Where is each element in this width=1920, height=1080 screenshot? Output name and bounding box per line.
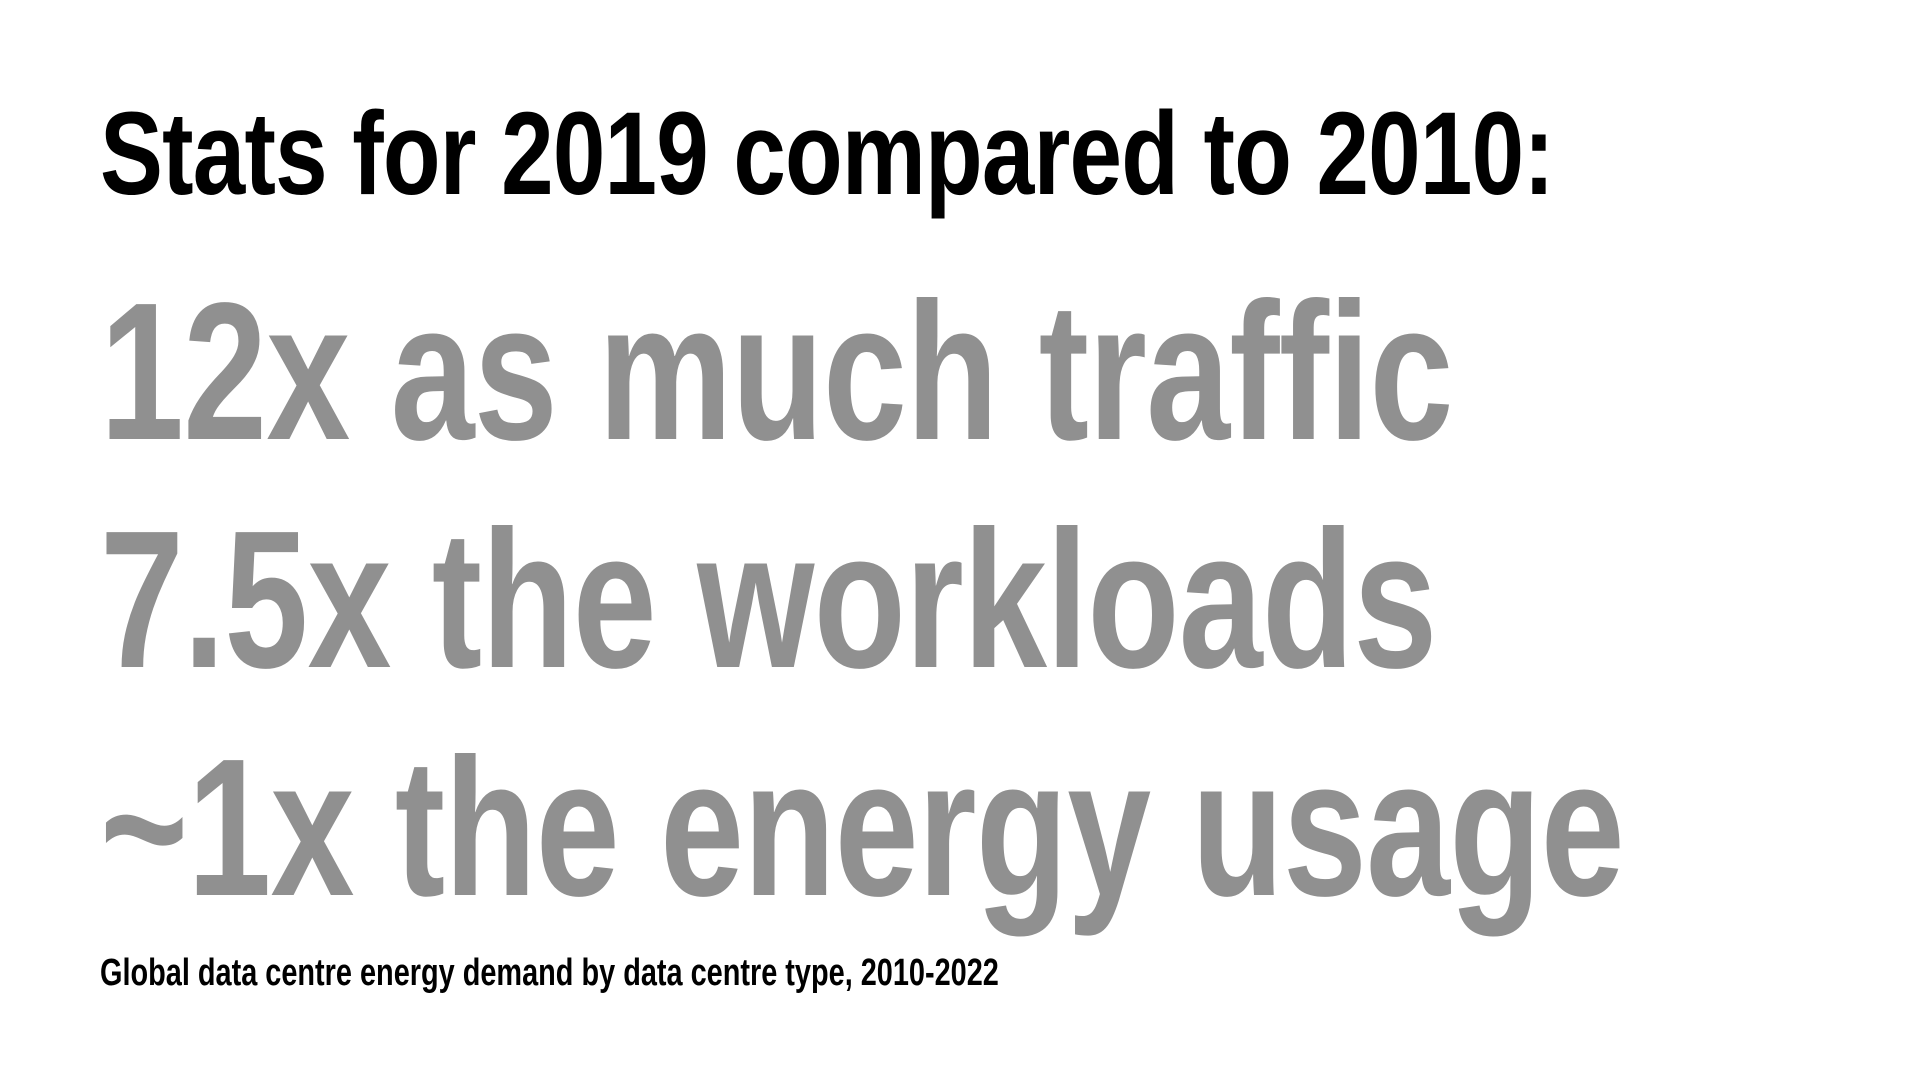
slide-heading: Stats for 2019 compared to 2010: [100,88,1555,220]
source-caption: Global data centre energy demand by data… [100,952,999,994]
stat-traffic: 12x as much traffic [100,262,1453,481]
stat-workloads: 7.5x the workloads [100,490,1437,709]
stat-energy-usage: ~1x the energy usage [100,718,1625,937]
